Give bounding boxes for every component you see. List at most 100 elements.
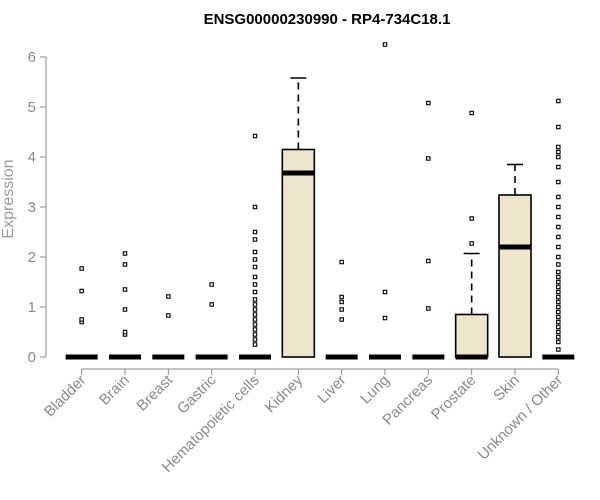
x-tick-label: Brain [96, 372, 133, 409]
outlier-point [252, 312, 258, 317]
outlier-point [209, 302, 214, 307]
outlier-point [556, 304, 561, 310]
y-tick-label: 5 [28, 99, 36, 116]
outlier-point [469, 216, 474, 221]
outlier-point [556, 284, 561, 290]
outlier-point [122, 307, 128, 312]
outlier-point [426, 156, 431, 161]
outlier-point [556, 179, 561, 185]
outlier-point [252, 332, 258, 337]
y-axis-label: Expression [0, 159, 17, 238]
outlier-point [556, 244, 561, 250]
outlier-point [556, 334, 561, 340]
outlier-point [252, 133, 258, 139]
outlier-point [339, 299, 344, 305]
outlier-point [122, 262, 128, 267]
box-bladder [65, 266, 98, 360]
outlier-point [556, 254, 561, 260]
box-pancreas [412, 100, 445, 360]
outlier-point [252, 204, 258, 210]
box-iqr [454, 313, 489, 358]
outlier-point [252, 317, 258, 322]
y-tick-label: 0 [28, 349, 36, 366]
outlier-point [556, 274, 561, 280]
outlier-point [556, 314, 561, 320]
box-breast [152, 294, 185, 360]
outlier-point [382, 315, 388, 321]
outlier-point [556, 124, 561, 130]
outlier-point [382, 42, 388, 47]
outlier-point [339, 307, 344, 312]
x-tick-label: Lung [357, 372, 393, 408]
outlier-point [556, 262, 561, 267]
outlier-point [556, 149, 561, 155]
box-hematopoietic-cells [239, 133, 271, 360]
outlier-point [339, 317, 344, 322]
outlier-point [339, 259, 344, 265]
outlier-point [556, 324, 561, 330]
outlier-point [122, 329, 128, 335]
box-liver [325, 259, 358, 360]
outlier-point [252, 282, 258, 287]
outlier-point [556, 279, 561, 285]
outlier-point [556, 224, 561, 230]
outlier-point [79, 266, 84, 271]
outlier-point [252, 297, 258, 302]
y-tick-label: 2 [28, 249, 36, 266]
outlier-point [252, 249, 258, 255]
box-gastric [195, 282, 228, 360]
plot-area [65, 42, 575, 360]
outlier-point [339, 294, 344, 300]
x-tick-label: Bladder [41, 372, 90, 421]
outlier-point [252, 289, 258, 295]
outlier-point [252, 327, 258, 332]
outlier-point [556, 294, 561, 300]
outlier-point [252, 322, 258, 327]
outlier-point [426, 306, 431, 311]
outlier-point [252, 342, 258, 347]
outlier-point [122, 251, 128, 256]
outlier-point [556, 329, 561, 335]
outlier-point [556, 194, 561, 200]
outlier-point [166, 313, 171, 318]
outlier-point [556, 289, 561, 295]
outlier-point [79, 317, 84, 322]
outlier-point [556, 214, 561, 220]
x-tick-label: Prostate [428, 372, 480, 424]
outlier-point [252, 264, 258, 270]
y-tick-label: 1 [28, 299, 36, 316]
x-tick-label: Breast [133, 371, 176, 414]
outlier-point [252, 257, 258, 262]
outlier-point [122, 287, 128, 292]
outlier-point [209, 282, 214, 287]
outlier-point [252, 274, 258, 280]
outlier-point [556, 299, 561, 305]
outlier-point [469, 241, 474, 246]
box-iqr [498, 194, 532, 358]
box-unknown-other [542, 98, 575, 360]
outlier-point [556, 234, 561, 240]
x-tick-label: Liver [314, 372, 349, 407]
outlier-point [469, 110, 474, 116]
outlier-point [252, 337, 258, 342]
outlier-point [252, 229, 258, 235]
outlier-point [79, 288, 84, 294]
outlier-point [556, 309, 561, 315]
y-tick-label: 3 [28, 199, 36, 216]
chart-title: ENSG00000230990 - RP4-734C18.1 [204, 11, 451, 28]
box-kidney [281, 77, 316, 358]
outlier-point [556, 269, 561, 275]
outlier-point [556, 347, 561, 352]
outlier-point [252, 302, 258, 307]
y-tick-label: 6 [28, 49, 36, 66]
y-tick-label: 4 [28, 149, 36, 166]
outlier-point [556, 204, 561, 210]
y-axis: 0 1 2 3 4 5 6 [28, 49, 47, 366]
outlier-point [252, 237, 258, 242]
x-tick-label: Skin [490, 372, 523, 405]
outlier-point [556, 164, 561, 170]
outlier-point [556, 144, 561, 150]
outlier-point [556, 154, 561, 160]
